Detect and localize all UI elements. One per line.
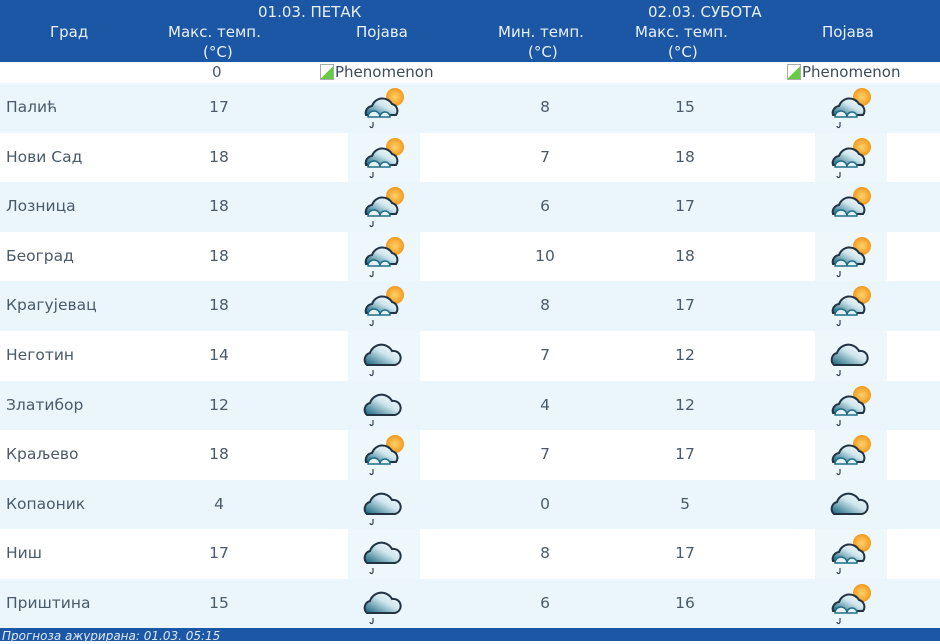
partly-cloudy-rain-icon [348, 430, 420, 481]
day1-max-temp: 17 [209, 544, 229, 563]
phenomenon-alt-text: Phenomenon [802, 63, 901, 81]
city-name: Крагујевац [6, 296, 97, 315]
col-day2-phenomenon: Појава [822, 23, 874, 41]
city-name: Неготин [6, 346, 75, 364]
city-name: Београд [6, 246, 74, 265]
phenomenon-alt-text: Phenomenon [335, 63, 434, 81]
cloudy-rain-icon [348, 331, 420, 381]
partly-cloudy-rain-icon [815, 579, 887, 629]
partly-cloudy-rain-icon [348, 182, 420, 233]
day1-max-temp: 14 [209, 346, 229, 364]
legend-row: 0 Phenomenon Phenomenon [0, 62, 940, 83]
partly-cloudy-rain-icon [815, 132, 887, 183]
city-name: Златибор [6, 395, 84, 414]
day1-max-temp: 4 [214, 494, 224, 513]
day1-max-temp: 18 [209, 147, 229, 166]
cloudy-rain-icon [348, 479, 420, 530]
city-name: Нови Сад [6, 147, 83, 166]
day2-max-temp: 12 [675, 346, 695, 364]
day2-min-temp: 7 [540, 147, 550, 166]
col-day2-min: Мин. темп. [498, 23, 584, 41]
day2-min-temp: 6 [540, 594, 550, 612]
table-row: Нови Сад 18 7 18 [0, 132, 940, 183]
day2-max-temp: 17 [675, 544, 695, 563]
table-row: Неготин 14 7 12 [0, 331, 940, 381]
table-row: Палић 17 8 15 [0, 83, 940, 133]
cloudy-rain-icon [348, 529, 420, 580]
day2-min-temp: 7 [540, 346, 550, 364]
table-row: Златибор 12 4 12 [0, 380, 940, 431]
col-day2-max-unit: (°C) [668, 43, 698, 61]
day2-max-temp: 5 [680, 494, 690, 513]
table-row: Ниш 17 8 17 [0, 529, 940, 580]
day2-min-temp: 10 [535, 246, 555, 265]
day2-max-temp: 18 [675, 147, 695, 166]
table-row: Копаоник 4 0 5 [0, 479, 940, 530]
day2-min-temp: 8 [540, 98, 550, 116]
cloudy-rain-icon [348, 579, 420, 629]
day2-max-temp: 18 [675, 246, 695, 265]
partly-cloudy-rain-icon [815, 380, 887, 431]
day2-min-temp: 7 [540, 445, 550, 464]
col-day2-max: Макс. темп. [635, 23, 728, 41]
day1-max-temp: 17 [209, 98, 229, 116]
broken-image-icon: Phenomenon [787, 63, 901, 81]
day2-max-temp: 12 [675, 395, 695, 414]
table-row: Лозница 18 6 17 [0, 182, 940, 233]
city-name: Копаоник [6, 494, 86, 513]
day1-max-temp: 18 [209, 246, 229, 265]
city-name: Ниш [6, 544, 42, 563]
table-row: Крагујевац 18 8 17 [0, 281, 940, 332]
partly-cloudy-rain-icon [348, 132, 420, 183]
day1-date: 01.03. ПЕТАК [258, 3, 362, 21]
day1-max-zero: 0 [212, 63, 222, 81]
day2-max-temp: 16 [675, 594, 695, 612]
partly-cloudy-rain-icon [815, 430, 887, 481]
col-day1-max: Макс. темп. [168, 23, 261, 41]
day2-max-temp: 17 [675, 445, 695, 464]
table-row: Краљево 18 7 17 [0, 430, 940, 481]
day2-max-temp: 17 [675, 296, 695, 315]
partly-cloudy-rain-icon [815, 231, 887, 282]
col-day1-unit: (°C) [203, 43, 233, 61]
broken-image-icon: Phenomenon [320, 63, 434, 81]
table-row: Београд 18 10 18 [0, 231, 940, 282]
day1-max-temp: 18 [209, 197, 229, 216]
day1-max-temp: 15 [209, 594, 229, 612]
day2-min-temp: 8 [540, 296, 550, 315]
day2-min-temp: 6 [540, 197, 550, 216]
table-header: Град 01.03. ПЕТАК Макс. темп. (°C) Појав… [0, 0, 940, 62]
partly-cloudy-rain-icon [815, 83, 887, 133]
day1-max-temp: 18 [209, 296, 229, 315]
city-name: Палић [6, 98, 58, 116]
partly-cloudy-rain-icon [815, 529, 887, 580]
city-name: Краљево [6, 445, 79, 464]
col-day1-phenomenon: Појава [356, 23, 408, 41]
table-row: Приштина 15 6 16 [0, 579, 940, 629]
forecast-updated: Прогноза ажурирана: 01.03. 05:15 [0, 628, 940, 643]
partly-cloudy-rain-icon [348, 83, 420, 133]
day2-min-temp: 0 [540, 494, 550, 513]
cloudy-icon [815, 479, 887, 530]
day2-min-temp: 4 [540, 395, 550, 414]
day2-date: 02.03. СУБОТА [648, 3, 762, 21]
day2-max-temp: 15 [675, 98, 695, 116]
cloudy-rain-icon [348, 380, 420, 431]
partly-cloudy-icon [815, 182, 887, 233]
city-name: Приштина [6, 594, 91, 612]
day1-max-temp: 18 [209, 445, 229, 464]
cloudy-rain-icon [815, 331, 887, 381]
day2-min-temp: 8 [540, 544, 550, 563]
col-day2-min-unit: (°C) [528, 43, 558, 61]
col-city: Град [50, 23, 89, 41]
day2-max-temp: 17 [675, 197, 695, 216]
day1-max-temp: 12 [209, 395, 229, 414]
city-name: Лозница [6, 197, 76, 216]
partly-cloudy-rain-icon [815, 281, 887, 332]
partly-cloudy-rain-icon [348, 231, 420, 282]
partly-cloudy-rain-icon [348, 281, 420, 332]
